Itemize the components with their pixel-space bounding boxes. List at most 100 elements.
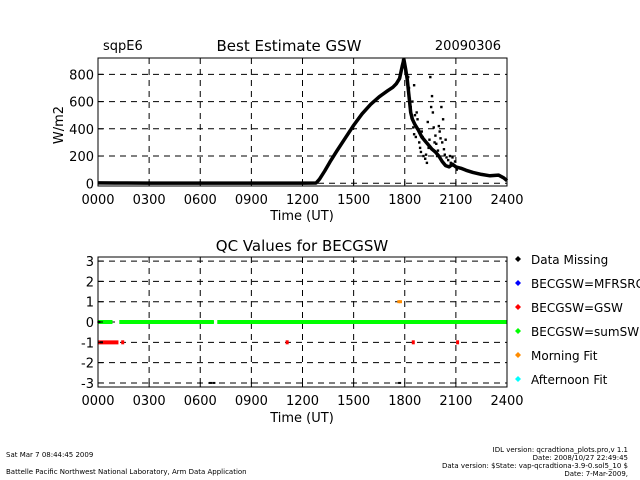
gsw-point (429, 105, 433, 109)
gsw-point (431, 111, 435, 114)
bottom-x-tick-label: 0600 (184, 394, 217, 409)
gsw-point (412, 126, 415, 129)
top-x-axis-label: Time (UT) (269, 209, 334, 224)
site-label: sqpE6 (103, 39, 143, 54)
bottom-x-axis-label: Time (UT) (269, 411, 334, 426)
legend-marker (515, 352, 521, 358)
gsw-point (418, 146, 422, 150)
gsw-point (451, 156, 454, 159)
gsw-point (424, 153, 428, 156)
gsw-point (433, 141, 436, 144)
gsw-point (409, 105, 412, 109)
top-x-tick-label: 1200 (286, 193, 319, 208)
gsw-point (442, 148, 446, 151)
missing-point (398, 381, 402, 384)
gsw-point (408, 97, 412, 101)
bottom-y-tick-label: 2 (86, 275, 94, 290)
top-y-tick-label: 0 (86, 177, 94, 192)
gsw-point (453, 160, 457, 163)
bottom-y-tick-label: -1 (81, 336, 94, 351)
footer-idl-version: IDL version: qcradtiona_plots.pro,v 1.1 (493, 446, 628, 454)
gsw-point (411, 340, 415, 345)
gsw-point (121, 340, 125, 345)
missing-point (212, 381, 216, 384)
bottom-y-tick-label: -3 (81, 377, 94, 392)
gsw-point (445, 156, 448, 159)
gsw-point (403, 63, 406, 67)
gsw-point (411, 100, 414, 103)
footer-data-version: Data version: $State: vap-qcradtiona-3.9… (442, 462, 628, 470)
footer-timestamp: Sat Mar 7 08:44:45 2009 (6, 451, 93, 459)
gsw-point (418, 141, 421, 144)
gsw-point (430, 94, 434, 98)
top-y-tick-label: 200 (69, 150, 94, 165)
top-y-tick-label: 800 (69, 68, 94, 83)
gsw-point (435, 154, 439, 158)
missing-point (208, 381, 212, 384)
legend-label: Data Missing (531, 253, 608, 267)
gsw-point (441, 141, 444, 144)
top-x-tick-label: 1800 (388, 193, 421, 208)
gsw-point (441, 118, 445, 121)
gsw-point (285, 340, 289, 345)
top-y-tick-label: 400 (69, 123, 94, 138)
gsw-point (436, 149, 440, 152)
gsw-point (434, 134, 437, 137)
qc-legend: Data Missing BECGSW=MFRSRG BECGSW=GSW BECGS… (515, 253, 640, 387)
gsw-point (412, 133, 416, 136)
gsw-point (401, 58, 405, 62)
gsw-point (424, 157, 427, 160)
gsw-point (427, 146, 430, 150)
top-x-tick-label: 2100 (439, 193, 472, 208)
legend-label: BECGSW=MFRSRG (531, 277, 640, 291)
gsw-point (425, 161, 429, 165)
gsw-point (429, 75, 432, 79)
gsw-point (437, 124, 441, 128)
bottom-x-tick-label: 1500 (337, 394, 370, 409)
bottom-y-tick-label: 3 (86, 255, 94, 270)
legend-label: Afternoon Fit (531, 373, 608, 387)
gsw-point (452, 164, 455, 167)
footer-idl-date: Date: 2008/10/27 22:49:45 (533, 454, 628, 462)
gsw-point (420, 130, 423, 133)
gsw-point (421, 135, 424, 139)
top-axes: 0000 0300 0600 0900 1200 1500 1800 2100 2400 0 200… (69, 68, 523, 208)
bottom-x-tick-label: 0900 (235, 394, 268, 409)
gsw-point (414, 135, 418, 139)
gsw-point (410, 116, 413, 120)
bottom-y-tick-label: 0 (86, 316, 94, 331)
top-y-tick-label: 600 (69, 96, 94, 111)
qc-chart-title: QC Values for BECGSW (216, 237, 389, 255)
gsw-point (440, 105, 443, 109)
gsw-series-line (97, 57, 509, 185)
gsw-point (413, 113, 417, 117)
gsw-point (456, 340, 460, 345)
gsw-point (438, 130, 441, 133)
gsw-point (432, 126, 435, 129)
gsw-point (428, 138, 431, 141)
top-x-tick-label: 0900 (235, 193, 268, 208)
gsw-point (443, 153, 446, 156)
morning-fit-point (398, 300, 402, 304)
legend-label: BECGSW=sumSW (531, 325, 639, 339)
gsw-point (448, 154, 452, 158)
bottom-x-tick-label: 1200 (286, 394, 319, 409)
gsw-point (439, 137, 442, 140)
legend-marker (515, 256, 521, 262)
bottom-axes: 0000 0300 0600 0900 1200 1500 1800 2100 2400 -3 -2… (81, 255, 524, 409)
bottom-x-tick-label: 2400 (490, 394, 523, 409)
gsw-point (426, 120, 429, 124)
gsw-point (444, 138, 447, 141)
legend-marker (515, 280, 521, 286)
gsw-point (419, 150, 423, 154)
footer-lab: Battelle Pacific Northwest National Labo… (6, 468, 247, 476)
chart-title: Best Estimate GSW (217, 37, 362, 55)
qc-chart: QC Values for BECGSW 0000 0300 0600 0900 120… (81, 237, 524, 426)
morning-fit-point (397, 300, 401, 304)
top-x-tick-label: 2400 (490, 193, 523, 208)
gsw-point (449, 161, 452, 165)
gsw-point (415, 111, 418, 114)
legend-marker (515, 376, 521, 382)
bottom-x-tick-label: 2100 (439, 394, 472, 409)
